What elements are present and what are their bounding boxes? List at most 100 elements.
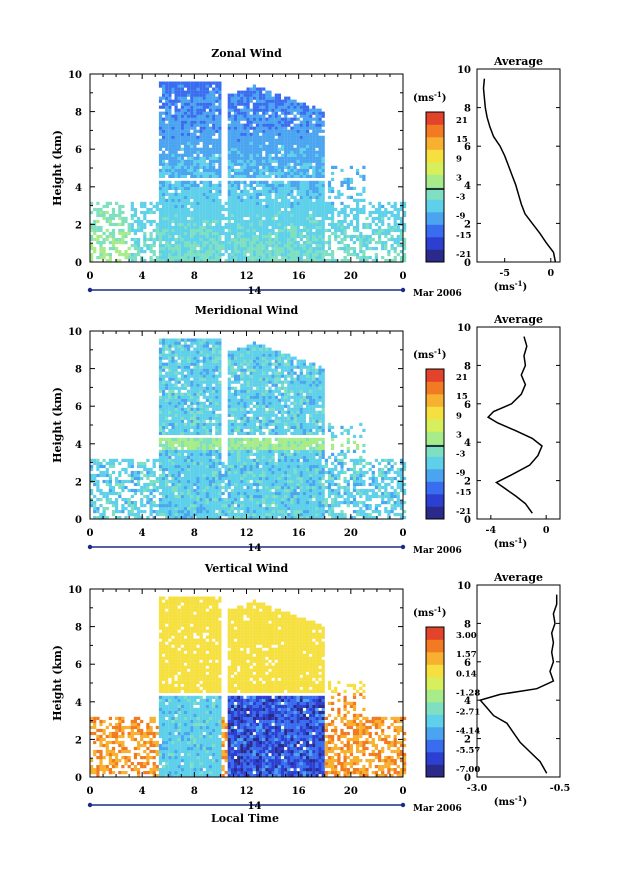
heatmap-cell	[337, 210, 341, 215]
heatmap-cell	[252, 120, 256, 124]
heatmap-cell	[162, 162, 166, 166]
heatmap-cell	[165, 201, 169, 205]
heatmap-cell	[265, 231, 269, 236]
heatmap-cell	[268, 198, 272, 202]
heatmap-cell	[137, 488, 141, 493]
heatmap-cell	[174, 353, 178, 357]
heatmap-cell	[334, 237, 338, 242]
heatmap-cell	[183, 228, 188, 233]
heatmap-cell	[199, 120, 203, 124]
heatmap-cell	[162, 449, 166, 453]
heatmap-cell	[190, 241, 194, 245]
heatmap-cell	[162, 120, 166, 124]
heatmap-cell	[324, 253, 328, 257]
heatmap-cell	[371, 210, 375, 215]
date-label: 14	[248, 286, 262, 297]
colorbar-swatch	[426, 237, 444, 250]
heatmap-cell	[215, 222, 219, 227]
heatmap-cell	[199, 404, 203, 408]
heatmap-cell	[321, 174, 325, 178]
heatmap-cell	[290, 201, 294, 205]
heatmap-cell	[177, 207, 181, 212]
heatmap-cell	[215, 350, 219, 354]
heatmap-cell	[171, 129, 175, 133]
heatmap-cell	[202, 117, 206, 121]
heatmap-cell	[190, 250, 194, 254]
heatmap-cell	[268, 141, 272, 145]
heatmap-cell	[162, 201, 166, 205]
heatmap-cell	[183, 482, 188, 487]
heatmap-cell	[168, 368, 172, 372]
heatmap-cell	[171, 126, 175, 130]
heatmap-cell	[296, 126, 300, 130]
heatmap-cell	[208, 126, 213, 130]
heatmap-cell	[274, 247, 278, 251]
heatmap-cell	[255, 259, 260, 263]
heatmap-cell	[262, 141, 266, 145]
heatmap-cell	[230, 365, 235, 369]
heatmap-cell	[346, 259, 350, 263]
heatmap-cell	[255, 237, 260, 242]
heatmap-cell	[265, 219, 269, 224]
heatmap-cell	[202, 350, 206, 354]
heatmap-cell	[378, 237, 382, 242]
heatmap-cell	[315, 241, 319, 245]
heatmap-cell	[309, 195, 313, 199]
heatmap-cell	[293, 241, 297, 245]
heatmap-cell	[274, 244, 278, 248]
heatmap-cell	[180, 347, 184, 351]
heatmap-cell	[218, 114, 222, 118]
x-tick-label: 4	[139, 271, 146, 282]
heatmap-cell	[180, 156, 184, 160]
heatmap-cell	[190, 213, 194, 218]
heatmap-cell	[274, 231, 278, 236]
heatmap-cell	[190, 165, 194, 169]
heatmap-cell	[318, 147, 322, 151]
heatmap-cell	[230, 159, 235, 163]
heatmap-cell	[190, 513, 194, 517]
heatmap-cell	[262, 126, 266, 130]
heatmap-cell	[240, 147, 244, 151]
heatmap-cell	[318, 162, 322, 166]
heatmap-cell	[158, 461, 163, 466]
heatmap-cell	[262, 108, 266, 112]
heatmap-cell	[187, 422, 191, 426]
heatmap-cell	[208, 150, 213, 154]
heatmap-cell	[318, 204, 322, 209]
heatmap-cell	[237, 256, 241, 260]
heatmap-cell	[180, 516, 184, 520]
heatmap-cell	[187, 111, 191, 115]
heatmap-cell	[102, 516, 106, 520]
heatmap-cell	[262, 156, 266, 160]
heatmap-cell	[183, 237, 188, 242]
heatmap-cell	[268, 156, 272, 160]
heatmap-cell	[234, 120, 238, 124]
heatmap-cell	[199, 123, 203, 127]
heatmap-cell	[193, 250, 197, 254]
heatmap-cell	[196, 353, 200, 357]
heatmap-cell	[243, 192, 247, 196]
heatmap-cell	[158, 437, 163, 441]
heatmap-cell	[193, 371, 197, 375]
heatmap-cell	[171, 443, 175, 447]
average-title: Average	[493, 55, 543, 68]
heatmap-cell	[165, 461, 169, 466]
heatmap-cell	[315, 123, 319, 127]
heatmap-cell	[230, 114, 235, 118]
y-tick-label: 2	[75, 220, 82, 231]
heatmap-cell	[356, 222, 360, 227]
heatmap-cell	[208, 189, 213, 193]
heatmap-cell	[180, 183, 184, 187]
heatmap-cell	[190, 419, 194, 423]
heatmap-cell	[277, 204, 281, 209]
heatmap-cell	[212, 416, 216, 420]
heatmap-cell	[190, 93, 194, 97]
heatmap-cell	[234, 353, 238, 357]
heatmap-cell	[215, 470, 219, 475]
heatmap-cell	[168, 201, 172, 205]
heatmap-cell	[212, 111, 216, 115]
heatmap-cell	[309, 150, 313, 154]
heatmap-cell	[190, 201, 194, 205]
heatmap-cell	[218, 153, 222, 157]
heatmap-cell	[102, 253, 106, 257]
